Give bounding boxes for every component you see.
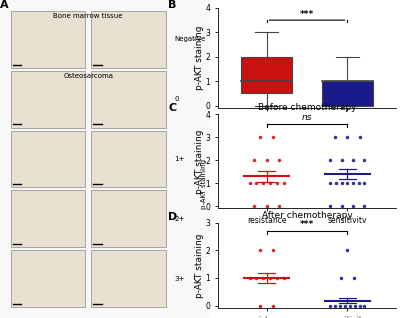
Bar [10, 71, 85, 128]
Bar [10, 250, 85, 307]
Title: Before chemotherapy: Before chemotherapy [258, 103, 356, 112]
Bar [91, 190, 166, 247]
Text: 2+: 2+ [174, 216, 184, 222]
Bar [10, 11, 85, 68]
FancyBboxPatch shape [322, 81, 373, 106]
Title: After chemotherapy: After chemotherapy [262, 211, 352, 220]
Text: C: C [168, 103, 176, 113]
Bar [91, 71, 166, 128]
Text: 1+: 1+ [174, 156, 185, 162]
Bar [91, 131, 166, 187]
Text: D: D [168, 212, 178, 222]
Text: Bone marrow tissue: Bone marrow tissue [54, 13, 123, 19]
Text: A: A [0, 0, 9, 10]
Y-axis label: p-AKT staining: p-AKT staining [195, 233, 204, 298]
Text: p-AKT staining: p-AKT staining [201, 159, 207, 210]
Text: ***: *** [300, 10, 314, 19]
Text: ns: ns [302, 113, 312, 122]
Bar [91, 250, 166, 307]
Y-axis label: p-AKT staining: p-AKT staining [195, 129, 204, 194]
Text: B: B [168, 0, 176, 10]
Text: 3+: 3+ [174, 276, 185, 281]
Text: Negative: Negative [174, 37, 206, 42]
Text: ***: *** [300, 220, 314, 229]
Bar [10, 131, 85, 187]
Text: 0: 0 [174, 96, 179, 102]
FancyBboxPatch shape [241, 57, 292, 93]
Text: Osteosarcoma: Osteosarcoma [63, 73, 113, 79]
Y-axis label: p-AKT staining: p-AKT staining [195, 26, 204, 90]
Bar [10, 190, 85, 247]
Bar [91, 11, 166, 68]
